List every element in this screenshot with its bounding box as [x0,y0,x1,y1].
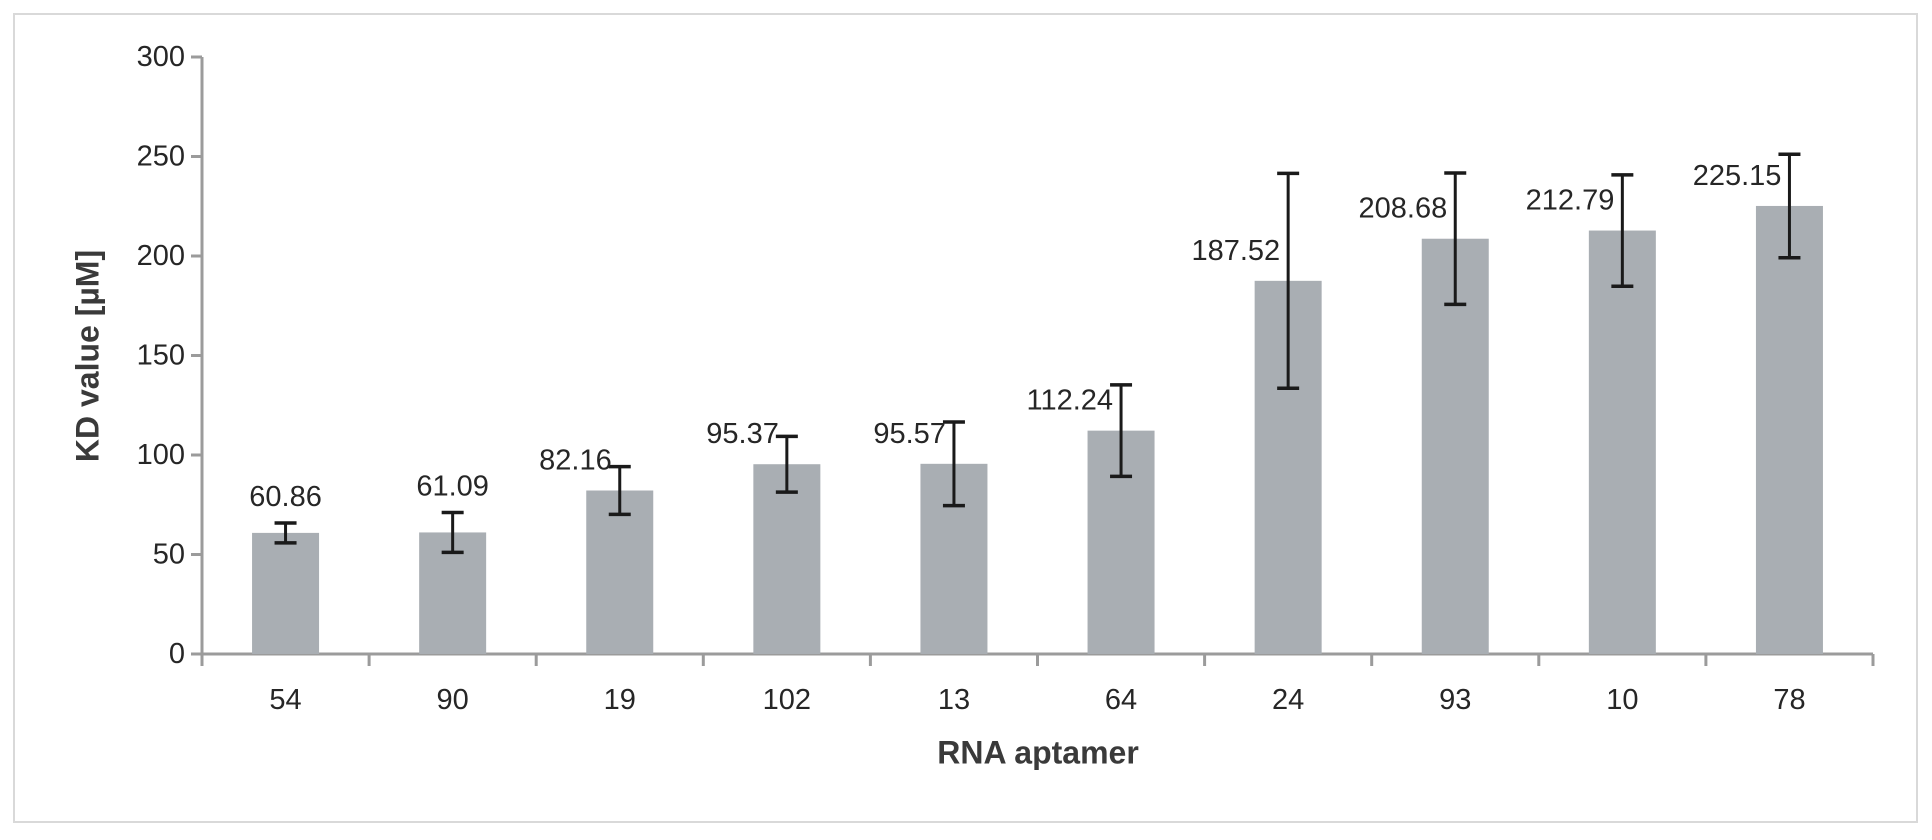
bar [1755,205,1823,654]
bar [1588,230,1656,654]
x-tick-label: 102 [763,684,811,716]
data-label: 212.79 [1526,185,1615,217]
data-label: 208.68 [1359,193,1448,225]
x-tick-label: 24 [1272,684,1304,716]
x-axis-title: RNA aptamer [937,734,1139,771]
data-label: 95.57 [873,418,946,450]
x-tick-label: 19 [604,684,636,716]
y-tick-label: 0 [169,638,185,670]
y-tick-label: 100 [137,439,185,471]
bar [252,532,320,654]
data-label: 225.15 [1693,160,1782,192]
data-label: 95.37 [706,418,779,450]
x-tick-label: 78 [1773,684,1805,716]
x-tick-label: 93 [1439,684,1471,716]
x-tick-label: 13 [938,684,970,716]
y-tick-label: 50 [153,539,185,571]
x-tick-label: 90 [437,684,469,716]
x-tick-label: 10 [1606,684,1638,716]
y-tick-label: 200 [137,240,185,272]
x-tick-label: 64 [1105,684,1137,716]
data-label: 61.09 [416,471,489,503]
data-label: 82.16 [539,445,612,477]
y-tick-label: 300 [137,41,185,73]
data-label: 60.86 [249,481,322,513]
bar [1421,238,1489,654]
data-label: 187.52 [1191,235,1280,267]
bar [586,490,654,654]
x-tick-label: 54 [269,684,301,716]
data-label: 112.24 [1027,385,1114,417]
y-tick-label: 250 [137,141,185,173]
y-axis-title: KD value [µM] [69,249,106,463]
bar [753,464,821,654]
y-tick-label: 150 [137,340,185,372]
